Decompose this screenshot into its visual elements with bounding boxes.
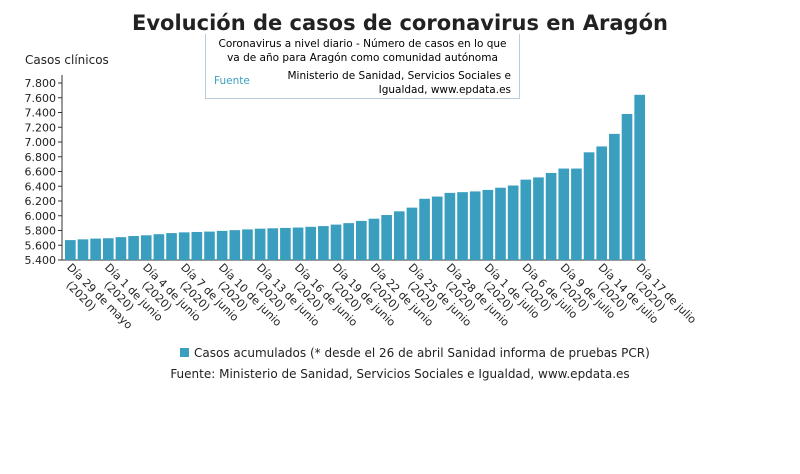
bar — [621, 113, 633, 260]
bar — [178, 232, 190, 260]
bar — [191, 231, 203, 260]
bar — [507, 185, 519, 260]
bar — [406, 207, 418, 260]
bar — [90, 238, 101, 260]
bar — [166, 233, 177, 260]
bar — [381, 215, 392, 260]
bar — [571, 168, 582, 260]
y-tick-label: 7.400 — [25, 107, 57, 120]
bar — [229, 230, 241, 260]
y-tick-label: 7.200 — [25, 121, 57, 134]
bar — [292, 227, 304, 260]
bar — [115, 237, 127, 260]
bar — [609, 133, 620, 260]
bar — [520, 179, 532, 260]
bar — [204, 231, 215, 260]
y-tick-label: 5.800 — [25, 225, 57, 238]
tooltip: Coronavirus a nivel diario - Número de c… — [205, 34, 520, 99]
bar — [128, 236, 139, 260]
bar — [77, 239, 89, 260]
y-tick-label: 6.000 — [25, 210, 57, 223]
tooltip-label: Fuente — [214, 75, 250, 87]
bar — [368, 218, 380, 260]
bar — [305, 226, 317, 260]
bar — [634, 94, 645, 260]
bar — [545, 172, 557, 260]
bar — [558, 168, 570, 260]
bar — [140, 235, 152, 260]
bar — [393, 211, 405, 260]
y-tick-label: 7.600 — [25, 92, 57, 105]
y-tick-label: 6.600 — [25, 166, 57, 179]
bar — [419, 198, 430, 260]
tooltip-source: Ministerio de Sanidad, Servicios Sociale… — [287, 70, 511, 96]
legend-swatch — [180, 348, 189, 357]
bar — [280, 227, 291, 260]
bar — [469, 191, 481, 260]
bar — [495, 187, 506, 260]
y-tick-label: 6.400 — [25, 180, 57, 193]
y-tick-label: 6.200 — [25, 195, 57, 208]
bar — [596, 146, 608, 260]
bar — [216, 230, 228, 260]
legend-label: Casos acumulados (* desde el 26 de abril… — [194, 346, 650, 360]
bar — [242, 229, 253, 260]
bar — [318, 226, 329, 260]
bar — [533, 177, 544, 260]
bar — [444, 192, 456, 260]
y-axis-label: Casos clínicos — [25, 53, 109, 67]
y-tick-label: 5.400 — [25, 254, 57, 267]
bar — [482, 189, 494, 260]
bar — [267, 228, 279, 260]
tooltip-text: Coronavirus a nivel diario - Número de c… — [218, 38, 507, 64]
bar — [102, 238, 114, 260]
y-tick-label: 7.000 — [25, 136, 57, 149]
bar — [583, 152, 595, 260]
bar — [330, 224, 342, 260]
bar — [356, 220, 367, 260]
chart-title: Evolución de casos de coronavirus en Ara… — [132, 11, 668, 35]
bar — [343, 223, 354, 260]
bar — [65, 240, 76, 260]
y-tick-label: 5.600 — [25, 239, 57, 252]
bar — [153, 234, 165, 260]
y-tick-label: 7.800 — [25, 77, 57, 90]
y-tick-label: 6.800 — [25, 151, 57, 164]
bar — [254, 228, 266, 260]
source: Fuente: Ministerio de Sanidad, Servicios… — [170, 367, 629, 381]
bar — [431, 196, 443, 260]
bar — [457, 192, 468, 260]
